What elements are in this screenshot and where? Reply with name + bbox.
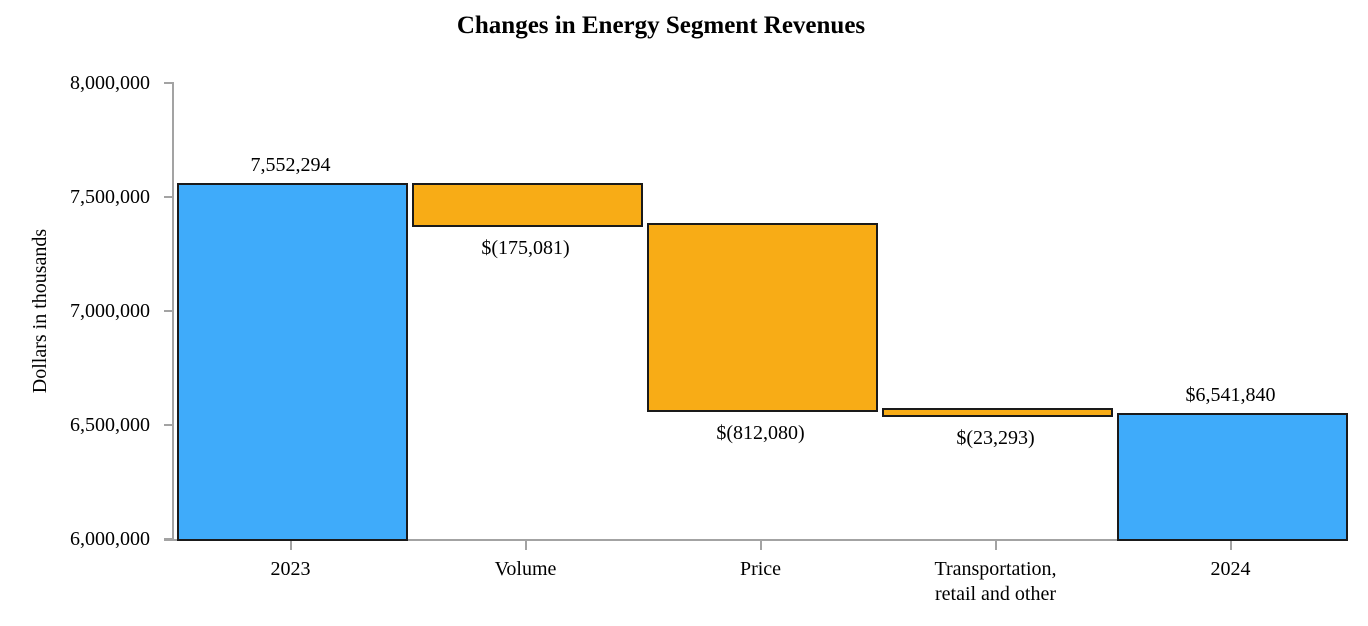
y-tick-label: 6,000,000: [70, 528, 150, 550]
y-tick: [164, 82, 173, 84]
bar-value-label: $(23,293): [956, 427, 1035, 450]
bar-value-label: 7,552,294: [250, 154, 331, 177]
y-tick: [164, 310, 173, 312]
y-tick-label: 7,000,000: [70, 300, 150, 322]
x-tick: [994, 541, 997, 550]
bar-volume: [412, 183, 643, 227]
y-axis-line: [172, 82, 174, 541]
bar-value-label: $(175,081): [481, 236, 570, 259]
x-axis-line: [164, 539, 1348, 541]
bar-price: [647, 222, 878, 413]
x-tick: [524, 541, 527, 550]
x-tick-label-line: Volume: [494, 558, 557, 580]
bar-transportation-retail-and-other: [882, 408, 1113, 418]
x-tick-label-line: Transportation,: [934, 558, 1057, 580]
x-tick-label: Transportation, retail and other: [858, 557, 1133, 607]
bar-value-label: $6,541,840: [1185, 384, 1276, 407]
y-tick-label: 8,000,000: [70, 72, 150, 94]
y-tick-label: 7,500,000: [70, 186, 150, 208]
x-tick-label: Volume: [388, 557, 663, 582]
x-tick-label-line: Price: [739, 558, 782, 580]
x-tick-label-line: retail and other: [934, 583, 1057, 605]
x-tick-label: Price: [623, 557, 898, 582]
x-tick: [289, 541, 292, 550]
y-tick: [164, 424, 173, 426]
chart-title: Changes in Energy Segment Revenues: [456, 12, 866, 39]
bar-value-label: $(812,080): [716, 422, 805, 445]
x-tick-label-line: 2024: [1210, 558, 1251, 580]
y-tick-label: 6,500,000: [70, 414, 150, 436]
x-tick: [759, 541, 762, 550]
y-tick: [164, 538, 173, 540]
x-tick: [1229, 541, 1232, 550]
x-tick-label: 2023: [153, 557, 428, 582]
bar-2023: [177, 183, 408, 541]
x-tick-label: 2024: [1093, 557, 1368, 582]
bar-2024: [1117, 413, 1348, 541]
x-tick-label-line: 2023: [270, 558, 311, 580]
y-tick: [164, 196, 173, 198]
